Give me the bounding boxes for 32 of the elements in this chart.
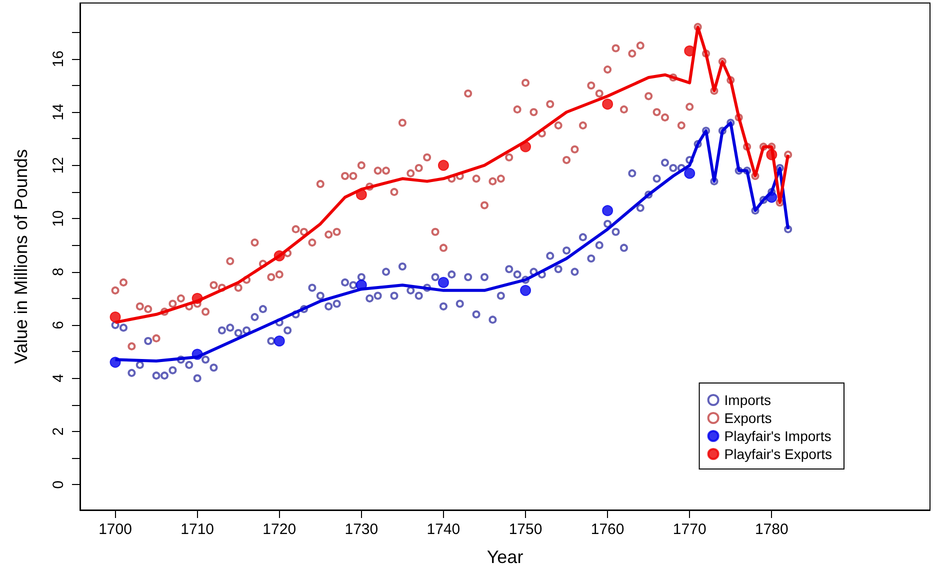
y-tick-label: 6	[50, 320, 67, 330]
x-tick-label: 1780	[754, 521, 788, 538]
x-tick-label: 1730	[344, 521, 378, 538]
y-tick-label: 14	[50, 104, 67, 120]
y-tick-label: 4	[50, 374, 67, 382]
x-tick-label: 1740	[426, 521, 460, 538]
x-tick-label: 1710	[180, 521, 214, 538]
y-tick-label: 16	[50, 50, 67, 68]
y-axis-title: Value in Millions of Pounds	[11, 149, 31, 364]
x-axis-title: Year	[486, 547, 524, 567]
y-tick-label: 8	[50, 268, 67, 276]
point	[602, 98, 614, 110]
point	[438, 160, 449, 171]
point	[438, 276, 449, 288]
y-tick-label: 2	[50, 427, 67, 436]
x-tick-label: 1770	[672, 521, 706, 538]
legend-label: Imports	[724, 392, 771, 408]
point	[684, 168, 696, 179]
legend-label: Playfair's Imports	[724, 428, 832, 444]
point	[274, 336, 285, 346]
y-tick-label: 0	[50, 480, 67, 489]
y-tick-label: 12	[50, 157, 67, 174]
point	[520, 284, 532, 296]
y-tick-label: 10	[50, 210, 67, 227]
x-tick-label: 1750	[508, 521, 542, 538]
legend-label: Playfair's Exports	[724, 446, 832, 462]
x-tick-label: 1720	[262, 521, 296, 538]
x-tick-label: 1700	[98, 521, 132, 538]
point	[602, 205, 614, 216]
legend-label: Exports	[724, 410, 772, 426]
point	[110, 312, 121, 323]
x-tick-label: 1760	[590, 521, 624, 538]
